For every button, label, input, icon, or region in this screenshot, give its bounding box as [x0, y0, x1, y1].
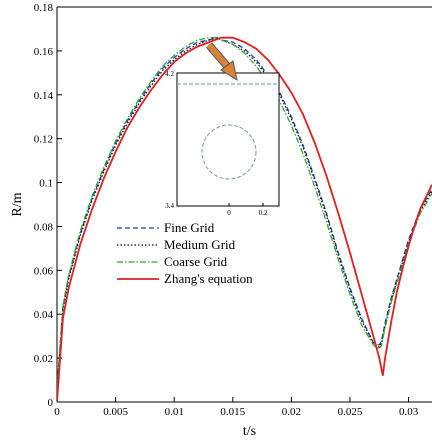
y-tick-label: 0.12: [34, 134, 53, 146]
y-tick-label: 0.18: [34, 2, 54, 14]
x-tick-label: 0: [54, 406, 60, 418]
x-tick-label: 0.01: [165, 406, 184, 418]
inset-x-tick-label: 0.2: [259, 209, 268, 217]
x-tick-label: 0.03: [399, 406, 419, 418]
arrow-head: [220, 60, 238, 82]
inset-bubble-circle: [201, 124, 257, 180]
y-tick-label: 0.16: [34, 46, 54, 58]
y-tick-label: 0.06: [34, 265, 54, 277]
legend-label: Coarse Grid: [164, 254, 228, 269]
y-tick-label: 0.1: [39, 178, 53, 190]
legend-label: Zhang's equation: [164, 271, 253, 286]
x-tick-label: 0.02: [282, 406, 301, 418]
arrow-shaft: [206, 43, 230, 68]
y-tick-label: 0: [48, 397, 54, 409]
x-tick-label: 0.015: [220, 406, 245, 418]
y-tick-label: 0.14: [34, 90, 54, 102]
x-tick-label: 0.025: [338, 406, 363, 418]
y-tick-label: 0.04: [34, 309, 54, 321]
y-axis-label: R/m: [10, 192, 25, 216]
series-line: [57, 36, 432, 402]
legend-label: Medium Grid: [164, 237, 236, 252]
inset-y-tick-label: 4.2: [165, 70, 174, 78]
legend-label: Fine Grid: [164, 220, 215, 235]
x-axis-label: t/s: [243, 424, 256, 439]
inset-plot: 4.2 3.4 0 0.2: [165, 42, 280, 217]
axes: 0 0.02 0.04 0.06 0.08 0.1 0.12 0.14 0.16 0.18 0 0.0…: [10, 2, 432, 439]
legend: Fine Grid Medium Grid Coarse Grid Zhang's e…: [117, 220, 253, 286]
inset-y-tick-label: 3.4: [165, 202, 174, 210]
inset-x-tick-label: 0: [227, 209, 231, 217]
inset-frame: [176, 72, 280, 207]
x-tick-label: 0.005: [103, 406, 128, 418]
y-tick-label: 0.02: [34, 353, 53, 365]
y-tick-label: 0.08: [34, 221, 54, 233]
